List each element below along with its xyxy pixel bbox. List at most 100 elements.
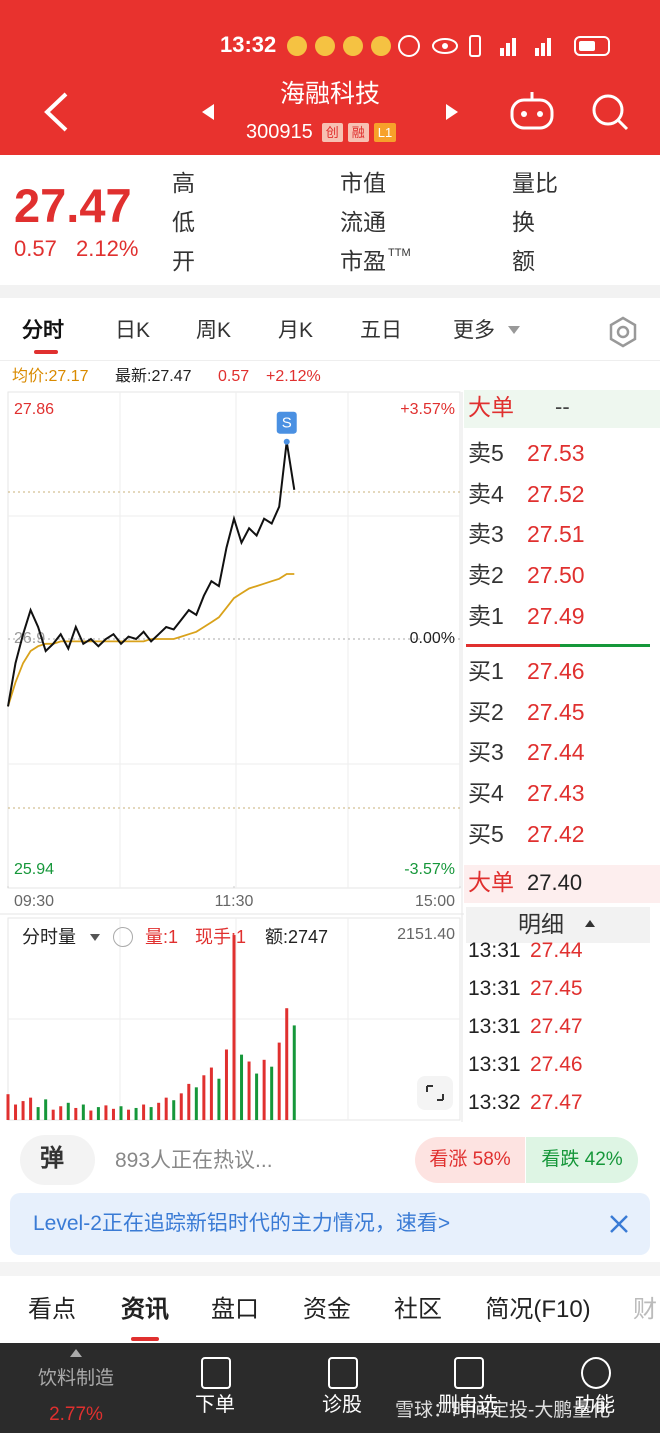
social-text[interactable]: 893人正在热议... — [115, 1149, 273, 1172]
volume-bar — [36, 1107, 40, 1120]
sub-tab[interactable]: 简况(F10) — [485, 1296, 591, 1323]
nav-label[interactable]: 下单 — [195, 1394, 235, 1416]
status-icons — [287, 35, 610, 57]
sub-tab-underline — [131, 1337, 159, 1341]
back-button[interactable] — [44, 92, 68, 132]
nav-label[interactable]: 删自选 — [438, 1394, 498, 1416]
expand-button — [417, 1076, 453, 1110]
settings-icon[interactable] — [605, 314, 641, 350]
change-pct: 2.12% — [76, 236, 139, 261]
robot-icon[interactable] — [510, 92, 554, 130]
volume-bar — [277, 1042, 281, 1120]
volume-bar — [111, 1108, 115, 1120]
y-tick-label: 27.86 — [14, 401, 54, 418]
book-label: 买1 — [468, 658, 504, 684]
trade-price: 27.44 — [530, 939, 583, 962]
trade-price: 27.45 — [530, 977, 583, 1000]
y-tick-label: 25.94 — [14, 861, 54, 878]
tab[interactable]: 更多 — [453, 319, 495, 342]
book-label: 买2 — [468, 698, 504, 725]
sub-tab[interactable]: 盘口 — [211, 1296, 259, 1323]
sub-tabs: 看点 资讯 盘口 资金 社区 简况(F10) 财 — [0, 1280, 660, 1343]
nav-icon[interactable] — [328, 1357, 358, 1389]
volume-bar — [134, 1107, 138, 1120]
bear-button[interactable]: 看跌 42% — [526, 1137, 638, 1183]
tab[interactable]: 分时 — [22, 319, 64, 342]
book-label: 卖4 — [468, 480, 504, 507]
tab[interactable]: 日K — [115, 319, 151, 342]
volume-caret — [90, 934, 100, 941]
tab[interactable]: 周K — [196, 319, 232, 342]
tab[interactable]: 月K — [278, 319, 314, 342]
nav-icon[interactable] — [581, 1357, 611, 1389]
stock-tag: L1 — [373, 122, 397, 142]
big-row-price: 27.40 — [527, 870, 583, 895]
volume-bar — [149, 1107, 153, 1120]
book-price: 27.49 — [527, 602, 585, 629]
marker-box — [276, 411, 297, 434]
volume-bar — [21, 1101, 25, 1120]
sub-tab[interactable]: 资讯 — [121, 1296, 169, 1323]
prev-stock[interactable] — [202, 104, 214, 120]
volume-bar — [172, 1100, 176, 1120]
stat-label: 流通 — [340, 209, 386, 235]
price: 27.47 — [14, 179, 132, 232]
volume-bar — [157, 1102, 161, 1120]
avg-price: 均价:27.17 — [12, 368, 89, 385]
stat-label: 市盈 — [340, 248, 386, 274]
volume-bar — [194, 1087, 198, 1120]
sector-name[interactable]: 饮料制造 — [37, 1368, 114, 1389]
volume-bar — [104, 1105, 108, 1120]
volume-bar — [209, 1067, 213, 1120]
y-pct-label: +3.57% — [400, 401, 455, 418]
volume-bar — [14, 1104, 18, 1120]
sub-tab[interactable]: 看点 — [28, 1296, 76, 1323]
volume-bar — [292, 1025, 296, 1120]
volume-bar — [164, 1097, 168, 1120]
volume-bar — [255, 1073, 259, 1120]
volume-bar — [285, 1008, 289, 1120]
volume-bar — [224, 1049, 228, 1120]
nav-icon[interactable] — [201, 1357, 231, 1389]
bull-button[interactable]: 看涨 58% — [415, 1137, 525, 1183]
nav-label[interactable]: 功能 — [575, 1394, 615, 1416]
tabs: 分时 日K 周K 月K 五日 更多 — [0, 300, 660, 361]
y-pct-label: 0.00% — [410, 630, 455, 647]
volume-bar — [262, 1059, 266, 1120]
tab[interactable]: 五日 — [360, 319, 402, 342]
price-line — [7, 441, 296, 707]
social-badge[interactable]: 弹 — [40, 1145, 64, 1172]
big-order-title: 大单 — [468, 394, 514, 420]
watermark: 雪球：时间定投-大鹏量化 — [395, 1400, 611, 1421]
code-row: 300915 创融 L1 — [246, 121, 397, 143]
trade-time: 13:31 — [468, 939, 521, 962]
banner-close[interactable] — [608, 1213, 630, 1235]
stock-code: 300915 — [246, 121, 313, 143]
volume-bar — [66, 1102, 70, 1120]
marker-dot — [283, 438, 290, 445]
volume-bar — [247, 1061, 251, 1120]
trade-time: 13:32 — [468, 1091, 521, 1114]
marker-label: S — [282, 415, 292, 432]
dropdown-caret — [508, 326, 520, 334]
nav-icon[interactable] — [454, 1357, 484, 1389]
sub-tab[interactable]: 资金 — [303, 1296, 351, 1323]
detail-bg — [466, 907, 650, 943]
book-price: 27.46 — [527, 658, 585, 684]
sub-tab[interactable]: 社区 — [394, 1296, 442, 1323]
x-tick-label: 15:00 — [415, 893, 455, 910]
volume-bar — [51, 1109, 55, 1120]
divider — [0, 285, 660, 298]
banner-text[interactable]: Level-2正在追踪新铝时代的主力情况，速看> — [33, 1212, 451, 1235]
header-icons — [44, 92, 629, 132]
detail-title[interactable]: 明细 — [518, 911, 564, 937]
search-icon[interactable] — [592, 94, 629, 131]
next-stock[interactable] — [446, 104, 458, 120]
volume-title[interactable]: 分时量 — [22, 927, 76, 947]
book-label: 卖3 — [468, 521, 504, 548]
volume-bar — [44, 1099, 48, 1120]
help-icon[interactable] — [113, 927, 133, 947]
sub-tab[interactable]: 财 — [633, 1296, 657, 1323]
nav-label[interactable]: 诊股 — [322, 1394, 362, 1416]
book-price: 27.51 — [527, 521, 585, 548]
